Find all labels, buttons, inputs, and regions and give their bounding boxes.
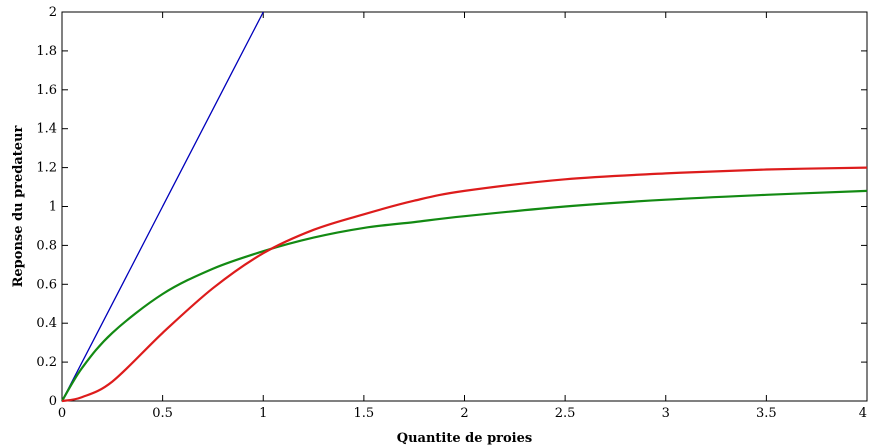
series-line-1 [61,11,264,402]
x-tick-label: 2.5 [555,406,576,421]
ticks: 0 0.5 1 1.5 2 2.5 3 3.5 4 0 0.2 0.4 0.6 0.8 1 1.2 1.4 1.6… [36,5,868,421]
x-tick-label: 0.5 [152,406,173,421]
y-tick-label: 1.2 [36,161,57,176]
y-tick-label: 1.8 [36,44,57,59]
series-line-3 [61,166,868,403]
y-tick-label: 0.4 [36,316,57,331]
x-axis-title: Quantite de proies [397,431,532,446]
x-tick-label: 1.5 [354,406,375,421]
y-tick-label: 1 [49,200,57,215]
y-tick-label: 2 [49,5,57,20]
series-layer [61,11,868,403]
y-tick-label: 0.2 [36,355,57,370]
y-tick-label: 0.8 [36,238,57,253]
x-tick-label: 3 [662,406,670,421]
y-tick-label: 1.4 [36,122,57,137]
x-tick-label: 0 [58,406,66,421]
series-line-2 [61,189,868,402]
y-tick-label: 0 [49,394,57,409]
y-tick-label: 0.6 [36,277,57,292]
x-tick-label: 1 [259,406,267,421]
y-tick-label: 1.6 [36,83,57,98]
x-tick-label: 2 [460,406,468,421]
plot-frame [61,11,868,402]
x-tick-label: 4 [859,406,867,421]
y-axis-title: Reponse du predateur [11,125,26,287]
x-tick-label: 3.5 [756,406,777,421]
